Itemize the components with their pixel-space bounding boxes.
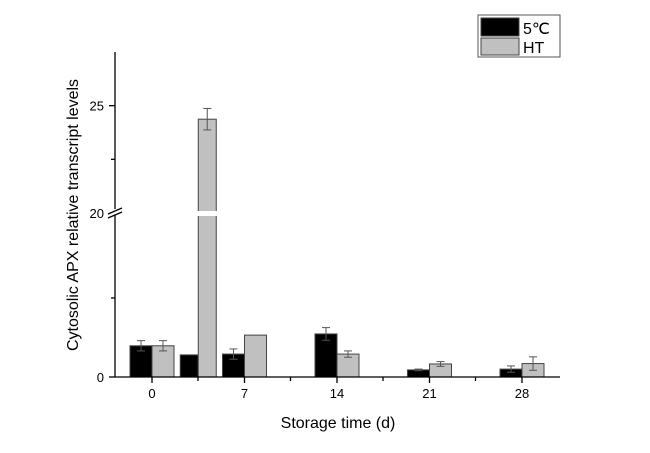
error-bar bbox=[344, 350, 352, 358]
error-bar bbox=[529, 356, 537, 371]
legend-swatch-5c bbox=[480, 17, 520, 37]
bar-ht bbox=[244, 334, 267, 378]
axis-break-mark bbox=[107, 207, 123, 215]
error-bar bbox=[229, 348, 238, 360]
y-axis-label: Cytosolic APX relative transcript levels bbox=[65, 79, 82, 351]
error-bar bbox=[436, 361, 445, 367]
y-tick-label: 25 bbox=[90, 99, 104, 114]
error-bar bbox=[507, 365, 515, 373]
error-bar bbox=[414, 368, 423, 372]
axis-break-gap bbox=[197, 211, 218, 216]
x-tick-label: 0 bbox=[148, 386, 155, 401]
legend-label-ht: HT bbox=[523, 40, 545, 57]
x-tick-label: 7 bbox=[241, 386, 248, 401]
x-tick-label: 21 bbox=[422, 386, 436, 401]
x-tick-label: 14 bbox=[330, 386, 344, 401]
error-bar bbox=[322, 327, 330, 341]
x-tick-label: 28 bbox=[515, 386, 529, 401]
y-tick-label: 0 bbox=[97, 370, 104, 385]
error-bar bbox=[159, 340, 167, 352]
bar-ht bbox=[197, 118, 217, 378]
legend: 5℃ HT bbox=[477, 14, 561, 58]
y-tick-label: 20 bbox=[90, 206, 104, 221]
legend-swatch-ht bbox=[480, 37, 520, 56]
axis-break-mark bbox=[107, 211, 123, 219]
error-bar bbox=[137, 340, 145, 352]
x-axis-label: Storage time (d) bbox=[281, 415, 396, 432]
legend-label-5c: 5℃ bbox=[523, 21, 550, 38]
bar-5c bbox=[179, 354, 199, 378]
error-bar bbox=[203, 107, 212, 131]
